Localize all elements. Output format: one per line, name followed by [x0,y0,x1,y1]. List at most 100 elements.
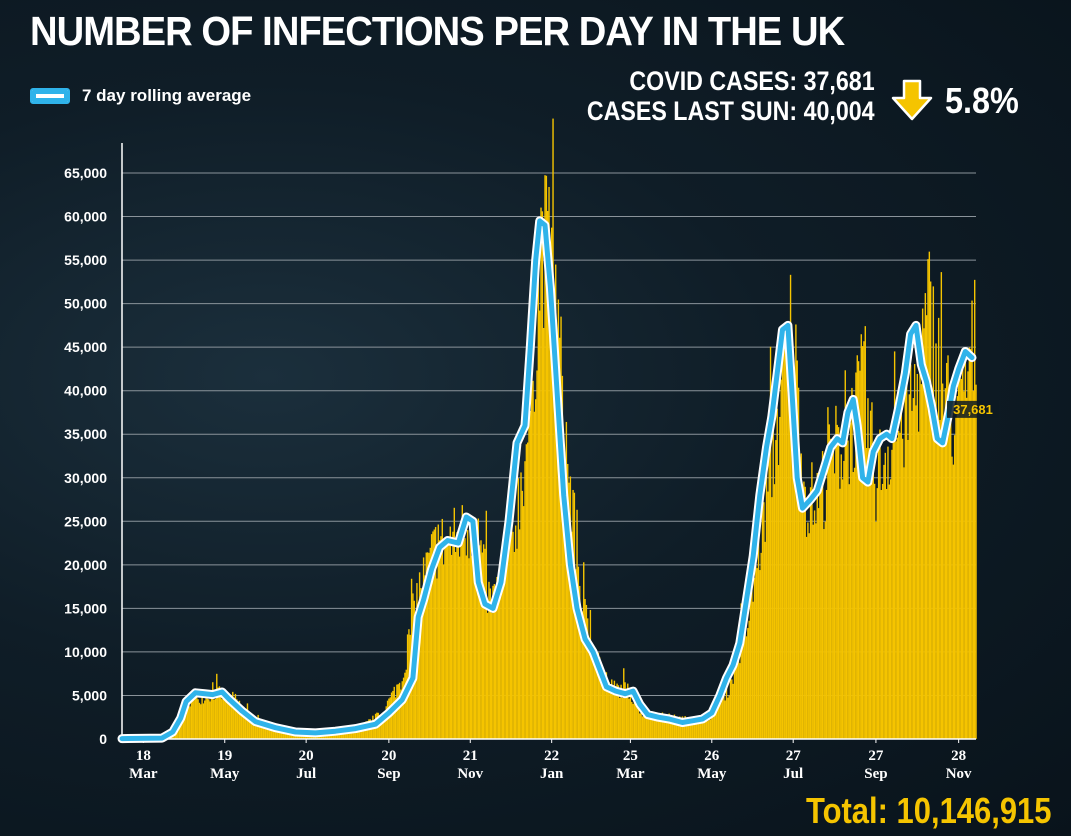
case-bar-81 [229,694,231,739]
case-bar-481 [763,502,765,739]
case-bar-381 [629,695,632,739]
case-bar-427 [691,722,693,739]
case-bar-454 [727,697,729,739]
case-bar-52 [190,696,193,739]
x-tick-year-4: 21 [463,748,478,764]
case-bar-632 [964,358,967,739]
case-bar-530 [828,424,830,739]
case-bar-197 [384,712,386,739]
case-bar-418 [679,716,681,739]
case-bar-393 [645,716,648,739]
case-bar-304 [526,442,529,739]
latest-value-callout-bg [947,400,999,418]
case-bar-553 [859,370,861,739]
case-bar-384 [633,701,636,739]
case-bar-70 [214,698,217,739]
case-bar-380 [628,698,630,739]
case-bar-603 [925,315,928,739]
case-bar-480 [761,491,764,739]
case-bar-543 [845,419,848,739]
case-bar-352 [591,652,593,739]
case-bar-607 [931,391,933,739]
case-bar-61 [202,703,205,739]
case-bar-593 [912,398,915,739]
case-bar-318 [545,175,548,739]
case-bar-486 [769,346,772,739]
case-bar-223 [418,572,421,739]
case-bar-344 [580,617,582,739]
x-tick-year-2: 20 [299,748,314,764]
case-bar-319 [546,210,549,739]
case-bar-369 [613,680,616,739]
case-bar-558 [865,447,868,739]
case-bar-453 [725,682,728,739]
latest-value-callout: 37,681 [953,402,993,417]
case-bar-51 [189,706,191,739]
case-bar-379 [627,683,629,739]
case-bar-198 [385,706,387,739]
case-bar-343 [579,585,581,739]
case-bar-363 [605,672,608,739]
case-bar-444 [713,704,716,739]
case-bar-351 [589,609,592,739]
x-tick-month-0: Mar [129,766,158,782]
case-bar-328 [559,337,561,739]
case-bar-522 [817,508,820,739]
case-bar-545 [848,484,850,739]
case-bar-479 [760,552,762,739]
case-bar-629 [960,378,963,739]
case-bar-63 [205,694,207,739]
case-bar-386 [636,705,638,739]
case-bar-252 [457,531,459,739]
case-bar-66 [209,701,211,739]
case-bar-241 [442,564,445,739]
case-bar-368 [612,686,614,739]
case-bar-327 [557,299,560,739]
case-bar-76 [222,689,225,739]
case-bar-496 [783,350,785,739]
case-bar-346 [583,562,585,739]
case-bar-43 [178,720,181,739]
case-bar-483 [765,463,768,739]
case-bar-330 [561,375,564,739]
case-bar-303 [525,444,528,739]
case-bar-633 [965,397,968,739]
case-bar-400 [655,713,657,739]
case-bar-534 [833,473,836,739]
case-bar-94 [246,703,249,739]
case-bar-613 [939,419,941,739]
case-bar-75 [221,699,223,739]
case-bar-446 [716,710,718,739]
case-bar-93 [245,708,247,739]
case-bar-267 [477,518,480,739]
case-bar-364 [607,686,609,739]
case-bar-443 [712,707,714,739]
y-tick-label-4: 20,000 [64,557,107,573]
case-bar-268 [478,545,481,739]
case-bar-101 [256,719,258,739]
case-bar-477 [757,529,760,739]
case-bar-65 [208,699,210,739]
case-bar-275 [488,581,490,739]
case-bar-542 [844,370,846,739]
case-bar-323 [552,118,554,739]
case-bar-560 [868,448,870,739]
case-bar-473 [752,601,754,739]
x-tick-month-5: Jan [540,766,564,782]
case-bar-173 [352,728,354,739]
case-bar-243 [445,540,447,739]
case-bar-305 [528,380,530,739]
case-bar-56 [196,692,198,739]
case-bar-274 [486,612,489,739]
case-bar-313 [538,310,541,739]
case-bar-631 [963,391,965,739]
case-bar-624 [953,435,956,739]
case-bar-497 [784,346,786,739]
y-tick-label-3: 15,000 [64,600,107,616]
case-bar-62 [204,700,206,739]
case-bar-628 [959,372,961,739]
case-bar-291 [509,520,512,739]
case-bar-413 [672,716,674,739]
case-bar-334 [567,463,569,739]
